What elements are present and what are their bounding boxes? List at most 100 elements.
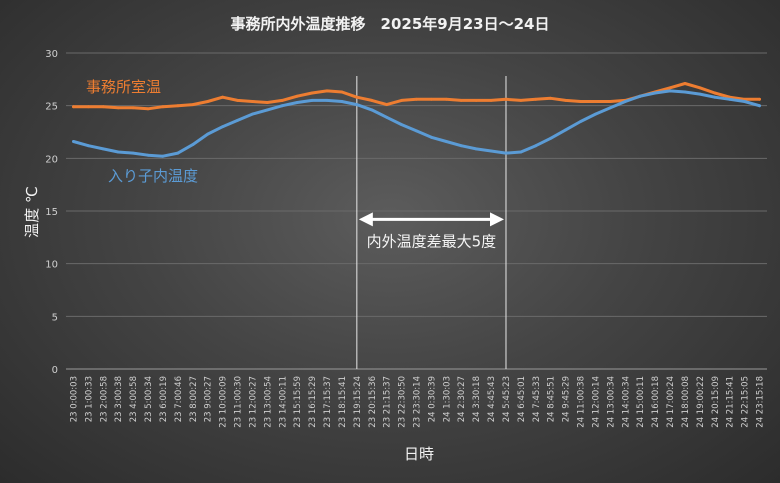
data-point	[101, 105, 105, 109]
x-tick-label: 24 9:45:29	[562, 376, 572, 422]
series-label-inner-room-temp: 入り子内温度	[108, 167, 198, 185]
data-point	[474, 147, 478, 151]
x-tick-label: 24 14:00:34	[621, 376, 631, 428]
data-point	[266, 108, 269, 112]
data-point	[355, 95, 359, 99]
data-point	[206, 132, 210, 136]
series-line-0	[72, 82, 761, 111]
data-point	[534, 97, 538, 101]
data-point	[609, 100, 612, 103]
x-tick-label: 24 2:30:27	[457, 376, 467, 422]
x-tick-label: 24 17:00:24	[666, 376, 676, 428]
x-tick-label: 23 9:00:27	[204, 376, 214, 422]
data-point	[474, 99, 478, 102]
x-tick-label: 23 7:00:46	[174, 376, 184, 422]
data-point	[728, 97, 732, 101]
x-tick-label: 23 11:00:30	[234, 376, 244, 428]
x-tick-label: 23 5:00:34	[144, 376, 154, 422]
x-tick-label: 23 6:00:19	[159, 376, 169, 422]
data-point	[131, 151, 135, 155]
data-point	[191, 103, 195, 106]
y-tick-label: 30	[45, 49, 58, 60]
data-point	[266, 101, 269, 104]
data-point	[594, 112, 597, 116]
y-axis-label: 温度 ℃	[23, 186, 41, 238]
data-point	[683, 90, 687, 94]
data-point	[310, 99, 314, 102]
data-point	[340, 90, 344, 94]
annotation-arrow-head-left	[358, 212, 373, 227]
data-point	[549, 96, 553, 100]
x-tick-label: 23 21:15:37	[383, 376, 393, 428]
x-tick-label: 24 3:30:18	[472, 376, 482, 422]
data-point	[534, 144, 538, 148]
data-point	[594, 100, 597, 103]
x-tick-label: 23 15:15:59	[293, 376, 303, 428]
data-point	[444, 97, 448, 101]
data-point	[236, 99, 239, 102]
x-tick-label: 24 15:00:11	[636, 376, 646, 428]
data-point	[579, 120, 582, 123]
data-point	[415, 97, 418, 101]
data-point	[236, 119, 239, 122]
annotation-text: 内外温度差最大5度	[367, 232, 497, 250]
y-tick-label: 15	[45, 207, 58, 218]
data-point	[206, 100, 210, 103]
data-point	[743, 100, 746, 103]
data-point	[549, 136, 553, 140]
data-point	[87, 144, 90, 148]
data-point	[504, 97, 508, 101]
data-point	[400, 123, 403, 126]
data-point	[310, 91, 314, 95]
data-point	[668, 86, 672, 90]
data-point	[519, 99, 523, 102]
x-tick-label: 23 2:00:58	[99, 376, 109, 422]
x-tick-label: 23 18:15:41	[338, 376, 348, 428]
data-point	[176, 151, 180, 155]
x-tick-label: 24 0:30:39	[427, 376, 437, 422]
x-tick-label: 23 14:00:11	[278, 376, 288, 428]
y-tick-label: 0	[52, 365, 58, 376]
annotation-arrow-head-right	[489, 212, 504, 227]
annotation: 内外温度差最大5度	[358, 212, 504, 250]
x-tick-label: 23 13:00:54	[263, 376, 273, 428]
data-point	[713, 95, 717, 99]
x-tick-label: 24 11:00:38	[577, 376, 587, 428]
x-tick-label: 23 19:15:24	[353, 376, 363, 428]
data-point	[116, 106, 120, 110]
data-point	[340, 100, 344, 103]
data-point	[161, 105, 165, 109]
x-tick-label: 24 8:45:51	[547, 376, 557, 422]
x-tick-label: 24 7:45:33	[532, 376, 542, 422]
chart-title: 事務所内外温度推移 2025年9月23日～24日	[231, 15, 550, 33]
data-point	[564, 128, 567, 132]
x-tick-label: 23 12:00:27	[248, 376, 258, 428]
x-tick-label: 23 10:00:09	[219, 376, 229, 428]
data-point	[519, 150, 523, 154]
data-point	[415, 129, 418, 133]
data-point	[713, 91, 717, 95]
x-tick-label: 24 6:45:01	[517, 376, 527, 422]
data-point	[146, 153, 150, 157]
data-point	[251, 112, 254, 116]
y-tick-label: 10	[45, 260, 58, 271]
x-tick-label: 24 13:00:34	[606, 376, 616, 428]
series-lines	[72, 82, 761, 158]
x-tick-label: 24 23:15:18	[756, 376, 766, 428]
data-point	[161, 154, 165, 158]
data-point	[325, 89, 329, 93]
data-point	[653, 91, 657, 95]
data-point	[131, 106, 135, 110]
x-tick-label: 23 4:00:58	[129, 376, 139, 422]
data-point	[251, 100, 254, 103]
data-point	[579, 100, 582, 103]
x-tick-label: 23 1:00:33	[84, 376, 94, 422]
y-axis-ticks: 0 5 10 15 20 25 30	[45, 49, 58, 376]
data-point	[116, 150, 120, 154]
data-point	[638, 94, 642, 98]
y-tick-label: 25	[45, 102, 58, 113]
data-point	[325, 99, 329, 102]
data-point	[221, 125, 225, 129]
data-point	[355, 103, 359, 106]
